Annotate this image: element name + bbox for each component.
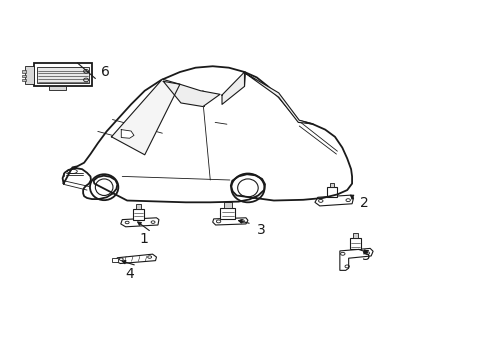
Bar [49, 86, 66, 90]
Bar [112, 258, 118, 262]
Bar [224, 202, 231, 208]
Bar [34, 63, 92, 86]
Text: 5: 5 [362, 249, 370, 262]
Polygon shape [163, 81, 220, 107]
Ellipse shape [237, 179, 258, 197]
Bar [326, 187, 337, 197]
Text: 6: 6 [101, 65, 109, 79]
Bar [21, 79, 26, 81]
Bar [21, 75, 26, 77]
Text: 4: 4 [125, 267, 134, 280]
Polygon shape [243, 72, 312, 124]
Bar [133, 209, 144, 220]
Polygon shape [121, 218, 159, 227]
Polygon shape [314, 195, 353, 206]
Bar [21, 70, 26, 73]
Ellipse shape [90, 174, 118, 200]
Text: 3: 3 [257, 224, 265, 237]
Bar [136, 204, 141, 209]
Bar [219, 208, 235, 219]
Polygon shape [62, 66, 351, 202]
Bar [329, 183, 334, 187]
Bar [25, 66, 34, 84]
Polygon shape [121, 130, 134, 138]
Bar [352, 233, 358, 238]
Text: 1: 1 [140, 233, 148, 246]
Polygon shape [222, 72, 244, 104]
Polygon shape [339, 248, 372, 270]
Ellipse shape [231, 174, 264, 202]
Polygon shape [111, 79, 180, 155]
Text: 2: 2 [359, 197, 368, 210]
Polygon shape [115, 254, 156, 264]
Polygon shape [212, 218, 247, 225]
Bar [349, 238, 361, 249]
Bar [37, 67, 89, 83]
Ellipse shape [95, 179, 113, 195]
